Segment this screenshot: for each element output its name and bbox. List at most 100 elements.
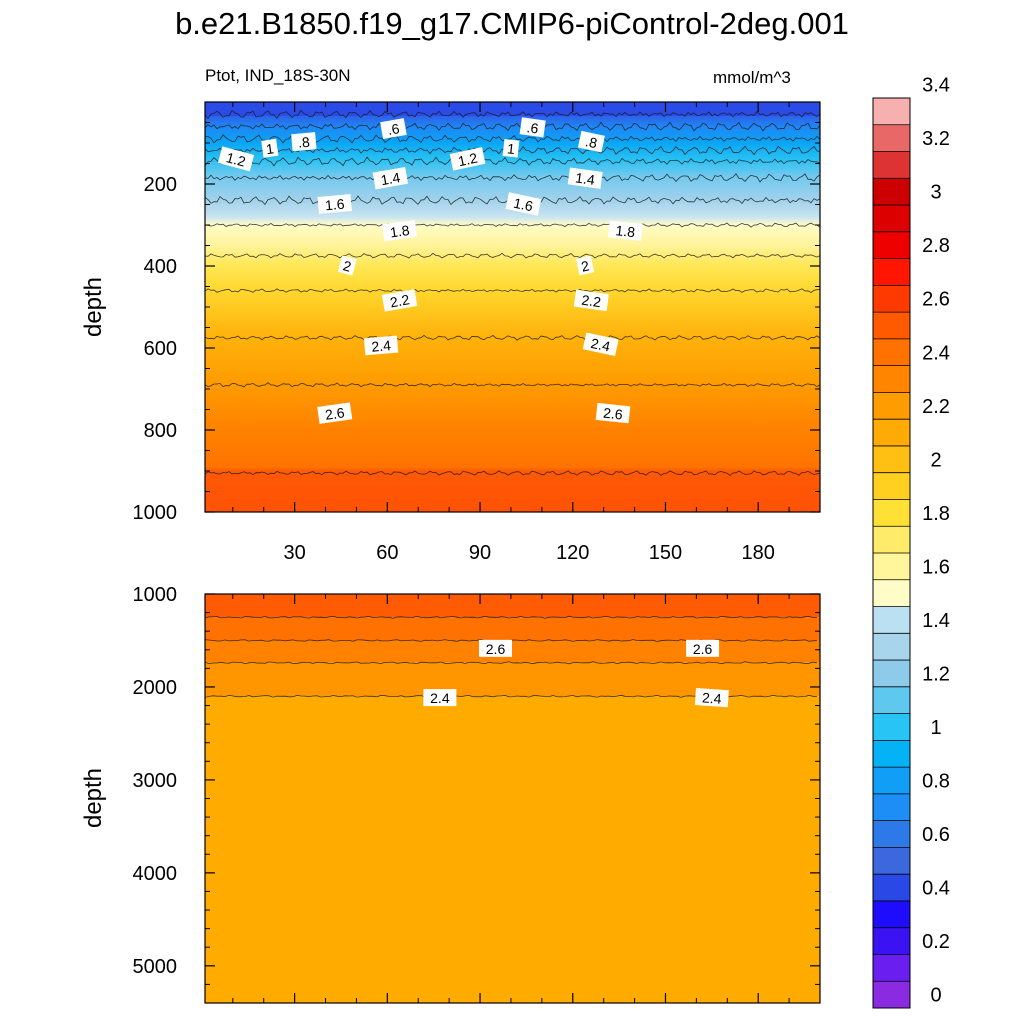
contour-label: 2.2 xyxy=(573,289,609,312)
colorbar-swatch xyxy=(873,981,910,1009)
contour-label-text: 1.4 xyxy=(379,169,401,188)
contour-label-box xyxy=(694,687,729,708)
contour-label-box xyxy=(567,167,603,189)
contour-label: 2.6 xyxy=(317,402,353,424)
contour-label-text: 2.2 xyxy=(581,292,603,311)
contour-label-text: 1.8 xyxy=(389,222,411,241)
depth-band xyxy=(205,617,820,641)
y-tick-label: 1000 xyxy=(133,584,178,606)
y-axis-label: depth xyxy=(80,277,107,337)
colorbar-swatch xyxy=(873,258,910,286)
colorbar-tick-label: 0 xyxy=(930,985,941,1007)
contour-label-text: 1.6 xyxy=(512,195,535,215)
colorbar-swatch xyxy=(873,606,910,634)
y-tick-label: 2000 xyxy=(133,677,178,699)
contour-label: .6 xyxy=(380,118,407,140)
y-tick-label: 800 xyxy=(144,420,177,442)
contour-label-box xyxy=(337,255,357,276)
contour-label-box xyxy=(479,639,513,657)
contour-line xyxy=(205,222,821,228)
depth-band xyxy=(205,594,820,618)
contour-label: 1.8 xyxy=(382,219,418,242)
depth-band xyxy=(205,696,820,1003)
lower-panel: 2.6 2.6 2.4 2.4 1000 2000 3000 4000 5000 depth xyxy=(80,584,821,1004)
colorbar-swatch xyxy=(873,740,910,768)
colorbar-swatch xyxy=(873,124,910,152)
y-tick-label: 3000 xyxy=(133,770,178,792)
colorbar-swatch xyxy=(873,874,910,902)
units-label: mmol/m^3 xyxy=(713,68,791,87)
contour-label-text: 2.6 xyxy=(602,405,623,423)
colorbar-swatch xyxy=(873,633,910,661)
x-tick-label: 120 xyxy=(556,542,589,564)
colorbar-swatch xyxy=(873,526,910,554)
contour-line xyxy=(204,470,821,476)
x-tick-label: 90 xyxy=(469,542,491,564)
contour-label-text: 2.4 xyxy=(430,690,450,706)
colorbar-swatch xyxy=(873,205,910,233)
contour-label-box xyxy=(502,139,520,158)
colorbar-swatch xyxy=(873,472,910,500)
contour-line xyxy=(204,156,821,167)
contour-label: .6 xyxy=(519,117,546,138)
contour-label-box xyxy=(608,220,643,241)
y-tick-label: 600 xyxy=(144,338,177,360)
colorbar-swatch xyxy=(873,767,910,795)
contour-label: 1.2 xyxy=(217,146,255,172)
upper-panel: .6 .6 .8 .8 1 1 1.2 1.2 1.4 1.4 1.6 1.6 1.8 1.8 2 2 2.2 2… xyxy=(80,101,821,564)
left-subtitle: Ptot, IND_18S-30N xyxy=(205,66,351,85)
colorbar-swatch xyxy=(873,499,910,527)
contour-label-box xyxy=(595,402,631,424)
contour-label-text: 1.4 xyxy=(574,169,596,188)
contour-label-box xyxy=(317,194,352,214)
contour-label: 2.4 xyxy=(423,689,457,707)
colorbar-tick-label: 1.4 xyxy=(922,610,950,632)
contour-label: 2.4 xyxy=(363,335,399,356)
contour-label: 1.4 xyxy=(372,166,409,190)
contour-label: 2 xyxy=(575,255,595,276)
colorbar-swatch xyxy=(873,338,910,366)
contour-label-text: 1.6 xyxy=(324,196,345,214)
contour-label-text: .8 xyxy=(297,134,310,151)
colorbar-tick-label: 1.8 xyxy=(922,503,950,525)
contour-line xyxy=(204,121,821,132)
colorbar: 0 0.2 0.4 0.6 0.8 1 1.2 1.4 1.6 1.8 2 2.2 2.4 2.6 2.8 3… xyxy=(872,75,950,1009)
y-tick-label: 5000 xyxy=(133,956,178,978)
contour-label-box xyxy=(317,402,353,424)
x-tick-label: 180 xyxy=(742,542,775,564)
contour-label-box xyxy=(363,335,399,356)
depth-band xyxy=(205,640,820,663)
contour-label: 2.6 xyxy=(686,639,720,657)
contour-line xyxy=(204,288,821,293)
contour-label-box xyxy=(291,132,317,152)
x-tick-label: 30 xyxy=(283,542,305,564)
contour-label: 2.4 xyxy=(582,332,619,356)
colorbar-swatch xyxy=(873,98,910,126)
contour-line xyxy=(204,173,821,183)
contour-line xyxy=(204,334,821,341)
colorbar-swatch xyxy=(873,285,910,313)
contour-label-box xyxy=(382,219,418,242)
contour-label: 1 xyxy=(502,139,520,158)
contour-line xyxy=(204,615,817,619)
contour-label: 2.4 xyxy=(694,687,729,708)
colorbar-swatch xyxy=(873,231,910,259)
colorbar-tick-label: 0.4 xyxy=(922,878,950,900)
contour-label: .8 xyxy=(577,130,605,153)
contour-label-box xyxy=(261,138,279,158)
contour-label-text: 1 xyxy=(265,140,275,157)
contour-label: .8 xyxy=(291,132,317,152)
contour-label-text: 2.4 xyxy=(371,337,392,355)
contour-label-text: 2.4 xyxy=(589,335,612,355)
contour-line xyxy=(204,252,821,259)
contour-label-text: 2 xyxy=(341,257,353,275)
contour-label: 2.2 xyxy=(381,289,418,312)
colorbar-tick-label: 2.2 xyxy=(922,396,950,418)
contour-label: 2.6 xyxy=(479,639,513,657)
colorbar-swatch xyxy=(873,900,910,929)
contour-label: 1.6 xyxy=(505,192,542,216)
y-axis-label: depth xyxy=(80,768,107,828)
colorbar-tick-label: 2 xyxy=(930,449,941,471)
contour-label-text: .8 xyxy=(584,133,599,151)
